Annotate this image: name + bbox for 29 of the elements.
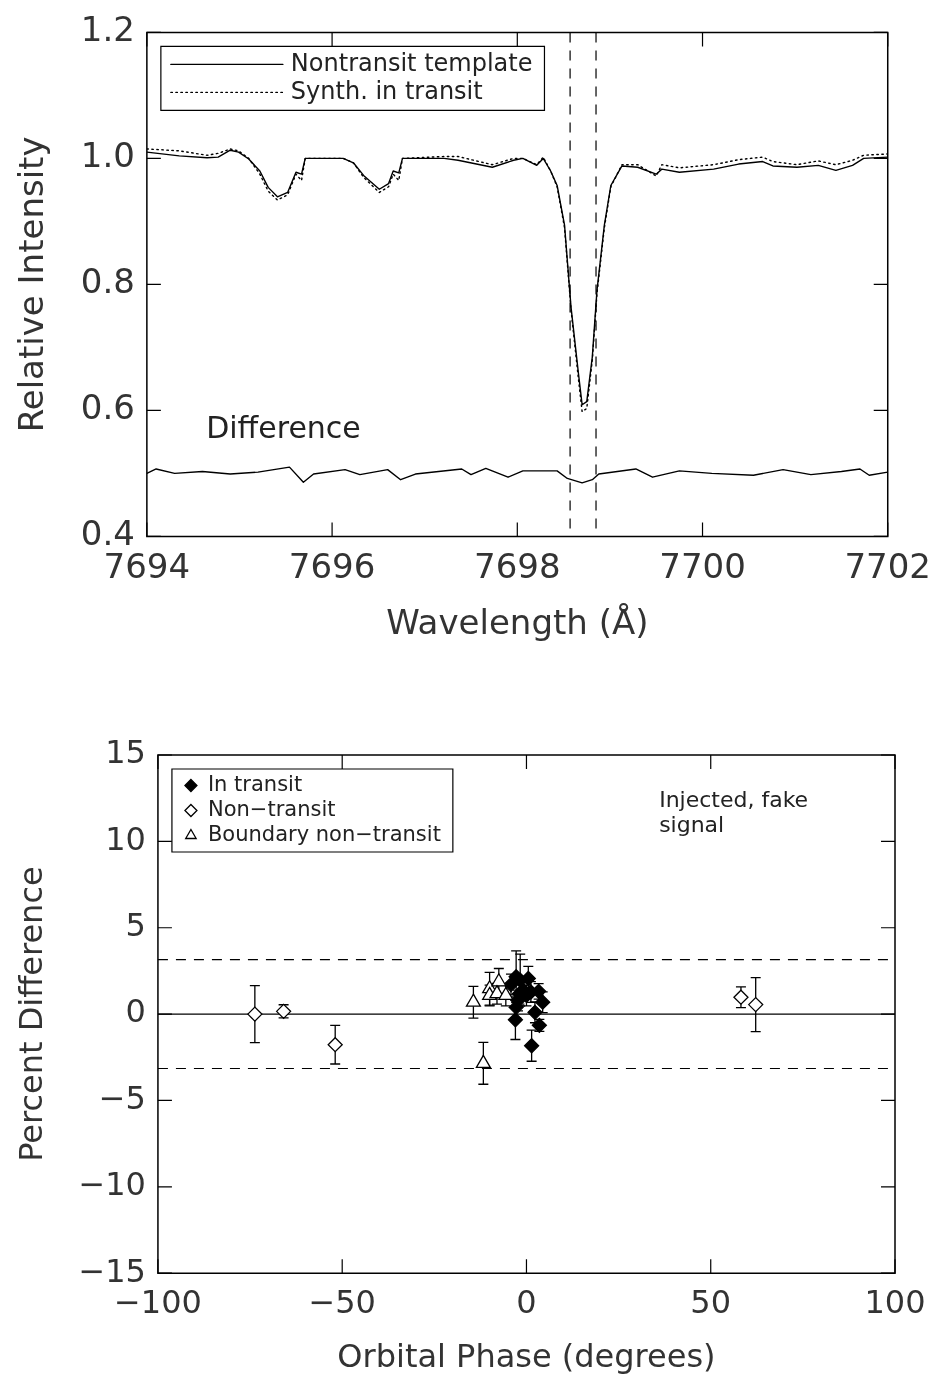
y-tick-label: −5 [98,1078,146,1117]
legend-label: Synth. in transit [290,76,483,105]
legend-label: In transit [207,771,303,796]
x-tick-label: 50 [690,1282,732,1321]
y-tick-label: 0.8 [80,261,135,302]
x-tick-label: 0 [516,1282,537,1321]
legend-label: Boundary non−transit [207,821,441,846]
x-tick-label: 100 [864,1282,926,1321]
y-tick-label: 1.2 [80,9,135,50]
y-tick-label: 1.0 [80,135,135,176]
x-tick-label: −50 [308,1282,376,1321]
y-tick-label: 15 [105,733,146,772]
y-tick-label: 10 [105,819,146,858]
x-axis-title: Wavelength (Å) [386,602,649,643]
x-tick-label: 7696 [288,545,376,586]
y-axis-title: Percent Difference [11,866,50,1162]
y-tick-label: 0.6 [80,387,135,428]
x-tick-label: 7700 [659,545,746,586]
y-tick-label: 5 [125,906,146,945]
annotation: Difference [206,410,361,446]
y-tick-label: 0 [125,992,146,1031]
x-tick-label: 7702 [844,545,931,586]
legend-label: Nontransit template [290,48,533,77]
x-tick-label: 7698 [474,545,561,586]
y-axis-title: Relative Intensity [11,136,52,433]
annotation: Injected, fake signal [659,787,809,838]
x-axis-title: Orbital Phase (degrees) [337,1337,716,1376]
y-tick-label: −10 [78,1165,146,1204]
legend-label: Non−transit [207,796,336,821]
